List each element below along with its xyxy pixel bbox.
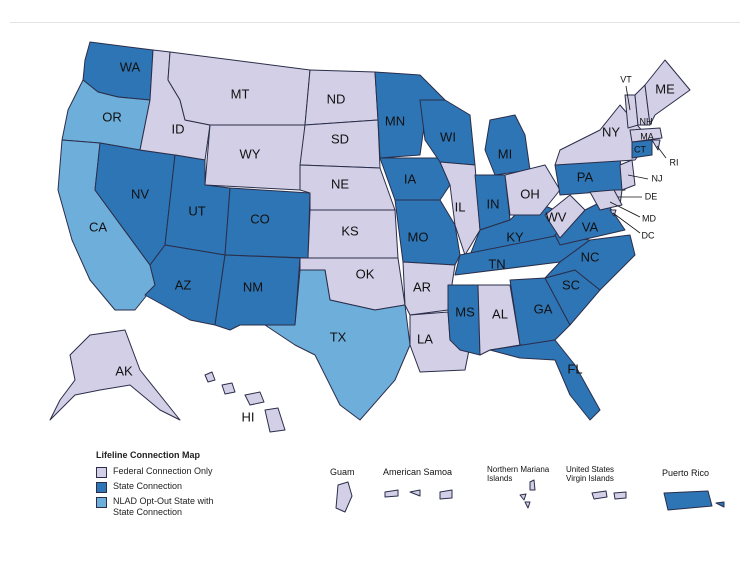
state-label-az: AZ bbox=[175, 277, 192, 292]
state-label-nd: ND bbox=[327, 91, 346, 106]
state-ct bbox=[631, 139, 653, 159]
state-hi bbox=[204, 371, 286, 433]
state-label-co: CO bbox=[250, 211, 270, 226]
leader-line-vt bbox=[625, 85, 631, 111]
territory-guam bbox=[335, 481, 353, 513]
state-label-mn: MN bbox=[385, 113, 405, 128]
territory-northern-mariana bbox=[519, 479, 536, 509]
territory-puerto-rico bbox=[663, 490, 725, 511]
territory-label-northern-mariana: Northern Mariana Islands bbox=[487, 465, 550, 483]
state-label-sd: SD bbox=[331, 131, 349, 146]
legend-swatch-nlad bbox=[96, 497, 107, 508]
state-label-in: IN bbox=[487, 196, 500, 211]
state-label-ks: KS bbox=[341, 223, 359, 238]
state-label-wi: WI bbox=[440, 129, 456, 144]
legend-label-state: State Connection bbox=[113, 481, 183, 491]
map-legend: Lifeline Connection Map Federal Connecti… bbox=[96, 450, 214, 521]
state-wv bbox=[544, 194, 586, 239]
legend-item-nlad: NLAD Opt-Out State with State Connection bbox=[96, 496, 214, 518]
legend-label-federal: Federal Connection Only bbox=[113, 466, 213, 476]
state-label-me: ME bbox=[655, 81, 675, 96]
territory-label-guam: Guam bbox=[330, 467, 355, 477]
state-label-la: LA bbox=[417, 331, 433, 346]
header-divider bbox=[10, 22, 740, 23]
state-label-wy: WY bbox=[240, 146, 261, 161]
state-nj bbox=[619, 159, 636, 191]
state-label-tx: TX bbox=[330, 329, 347, 344]
legend-swatch-state bbox=[96, 482, 107, 493]
state-label-dc: DC bbox=[642, 230, 655, 240]
labels-layer: WA OR CA NV ID MT WY UT AZ CO NM ND SD NE KS OK TX MN IA MO… bbox=[89, 59, 679, 424]
state-label-va: VA bbox=[582, 219, 599, 234]
territory-american-samoa bbox=[384, 489, 453, 500]
state-label-ri: RI bbox=[670, 157, 679, 167]
territory-usvi bbox=[591, 490, 627, 500]
legend-item-state: State Connection bbox=[96, 481, 214, 493]
state-label-ms: MS bbox=[455, 304, 475, 319]
state-label-de: DE bbox=[645, 191, 658, 201]
states-layer bbox=[49, 41, 691, 433]
state-label-il: IL bbox=[455, 199, 466, 214]
state-label-ma: MA bbox=[640, 131, 654, 141]
state-mn bbox=[374, 71, 446, 159]
state-label-or: OR bbox=[102, 109, 122, 124]
leader-line-dc bbox=[612, 212, 641, 234]
state-ak bbox=[49, 329, 181, 421]
state-label-nv: NV bbox=[131, 186, 149, 201]
state-label-sc: SC bbox=[562, 277, 580, 292]
state-label-nh: NH bbox=[640, 116, 653, 126]
state-label-ny: NY bbox=[602, 124, 620, 139]
state-label-tn: TN bbox=[488, 256, 505, 271]
leader-line-nj bbox=[627, 174, 649, 180]
state-ar bbox=[402, 261, 456, 316]
legend-swatch-federal bbox=[96, 467, 107, 478]
state-label-wa: WA bbox=[120, 59, 141, 74]
state-label-ct: CT bbox=[634, 144, 646, 154]
state-label-id: ID bbox=[172, 121, 185, 136]
leader-line-md bbox=[609, 201, 641, 218]
state-label-nc: NC bbox=[581, 249, 600, 264]
state-ma bbox=[629, 127, 663, 143]
state-tx bbox=[264, 269, 411, 421]
state-me bbox=[644, 59, 691, 126]
state-label-wv: WV bbox=[546, 209, 567, 224]
state-label-hi: HI bbox=[242, 409, 255, 424]
state-label-ne: NE bbox=[331, 176, 349, 191]
state-nc bbox=[544, 234, 636, 291]
leader-line-ri bbox=[656, 145, 667, 159]
state-label-nm: NM bbox=[243, 279, 263, 294]
state-label-md: MD bbox=[642, 213, 656, 223]
state-ia bbox=[379, 157, 451, 201]
state-label-ga: GA bbox=[534, 301, 553, 316]
state-label-vt: VT bbox=[620, 74, 632, 84]
state-label-pa: PA bbox=[577, 169, 594, 184]
state-label-ky: KY bbox=[506, 229, 524, 244]
state-mi bbox=[484, 114, 531, 176]
state-label-ia: IA bbox=[404, 171, 417, 186]
legend-title: Lifeline Connection Map bbox=[96, 450, 201, 460]
state-label-ar: AR bbox=[413, 279, 431, 294]
territory-label-american-samoa: American Samoa bbox=[383, 467, 452, 477]
state-label-oh: OH bbox=[520, 186, 540, 201]
legend-label-nlad: NLAD Opt-Out State with State Connection bbox=[113, 496, 214, 517]
state-label-mi: MI bbox=[498, 146, 512, 161]
state-label-nj: NJ bbox=[652, 173, 663, 183]
state-oh bbox=[504, 164, 561, 216]
state-label-ok: OK bbox=[356, 266, 375, 281]
state-label-mo: MO bbox=[408, 229, 429, 244]
territory-label-usvi: United States Virgin Islands bbox=[566, 465, 614, 483]
state-fl bbox=[489, 339, 601, 421]
state-label-mt: MT bbox=[231, 86, 250, 101]
state-label-ut: UT bbox=[188, 203, 205, 218]
state-label-ca: CA bbox=[89, 219, 107, 234]
state-md bbox=[589, 189, 623, 211]
state-label-al: AL bbox=[492, 306, 508, 321]
state-label-ak: AK bbox=[115, 363, 133, 378]
territory-label-puerto-rico: Puerto Rico bbox=[662, 468, 709, 478]
legend-item-federal: Federal Connection Only bbox=[96, 466, 214, 478]
territories-layer: Guam American Samoa Northern Mariana Island… bbox=[330, 465, 725, 513]
state-label-fl: FL bbox=[567, 361, 582, 376]
